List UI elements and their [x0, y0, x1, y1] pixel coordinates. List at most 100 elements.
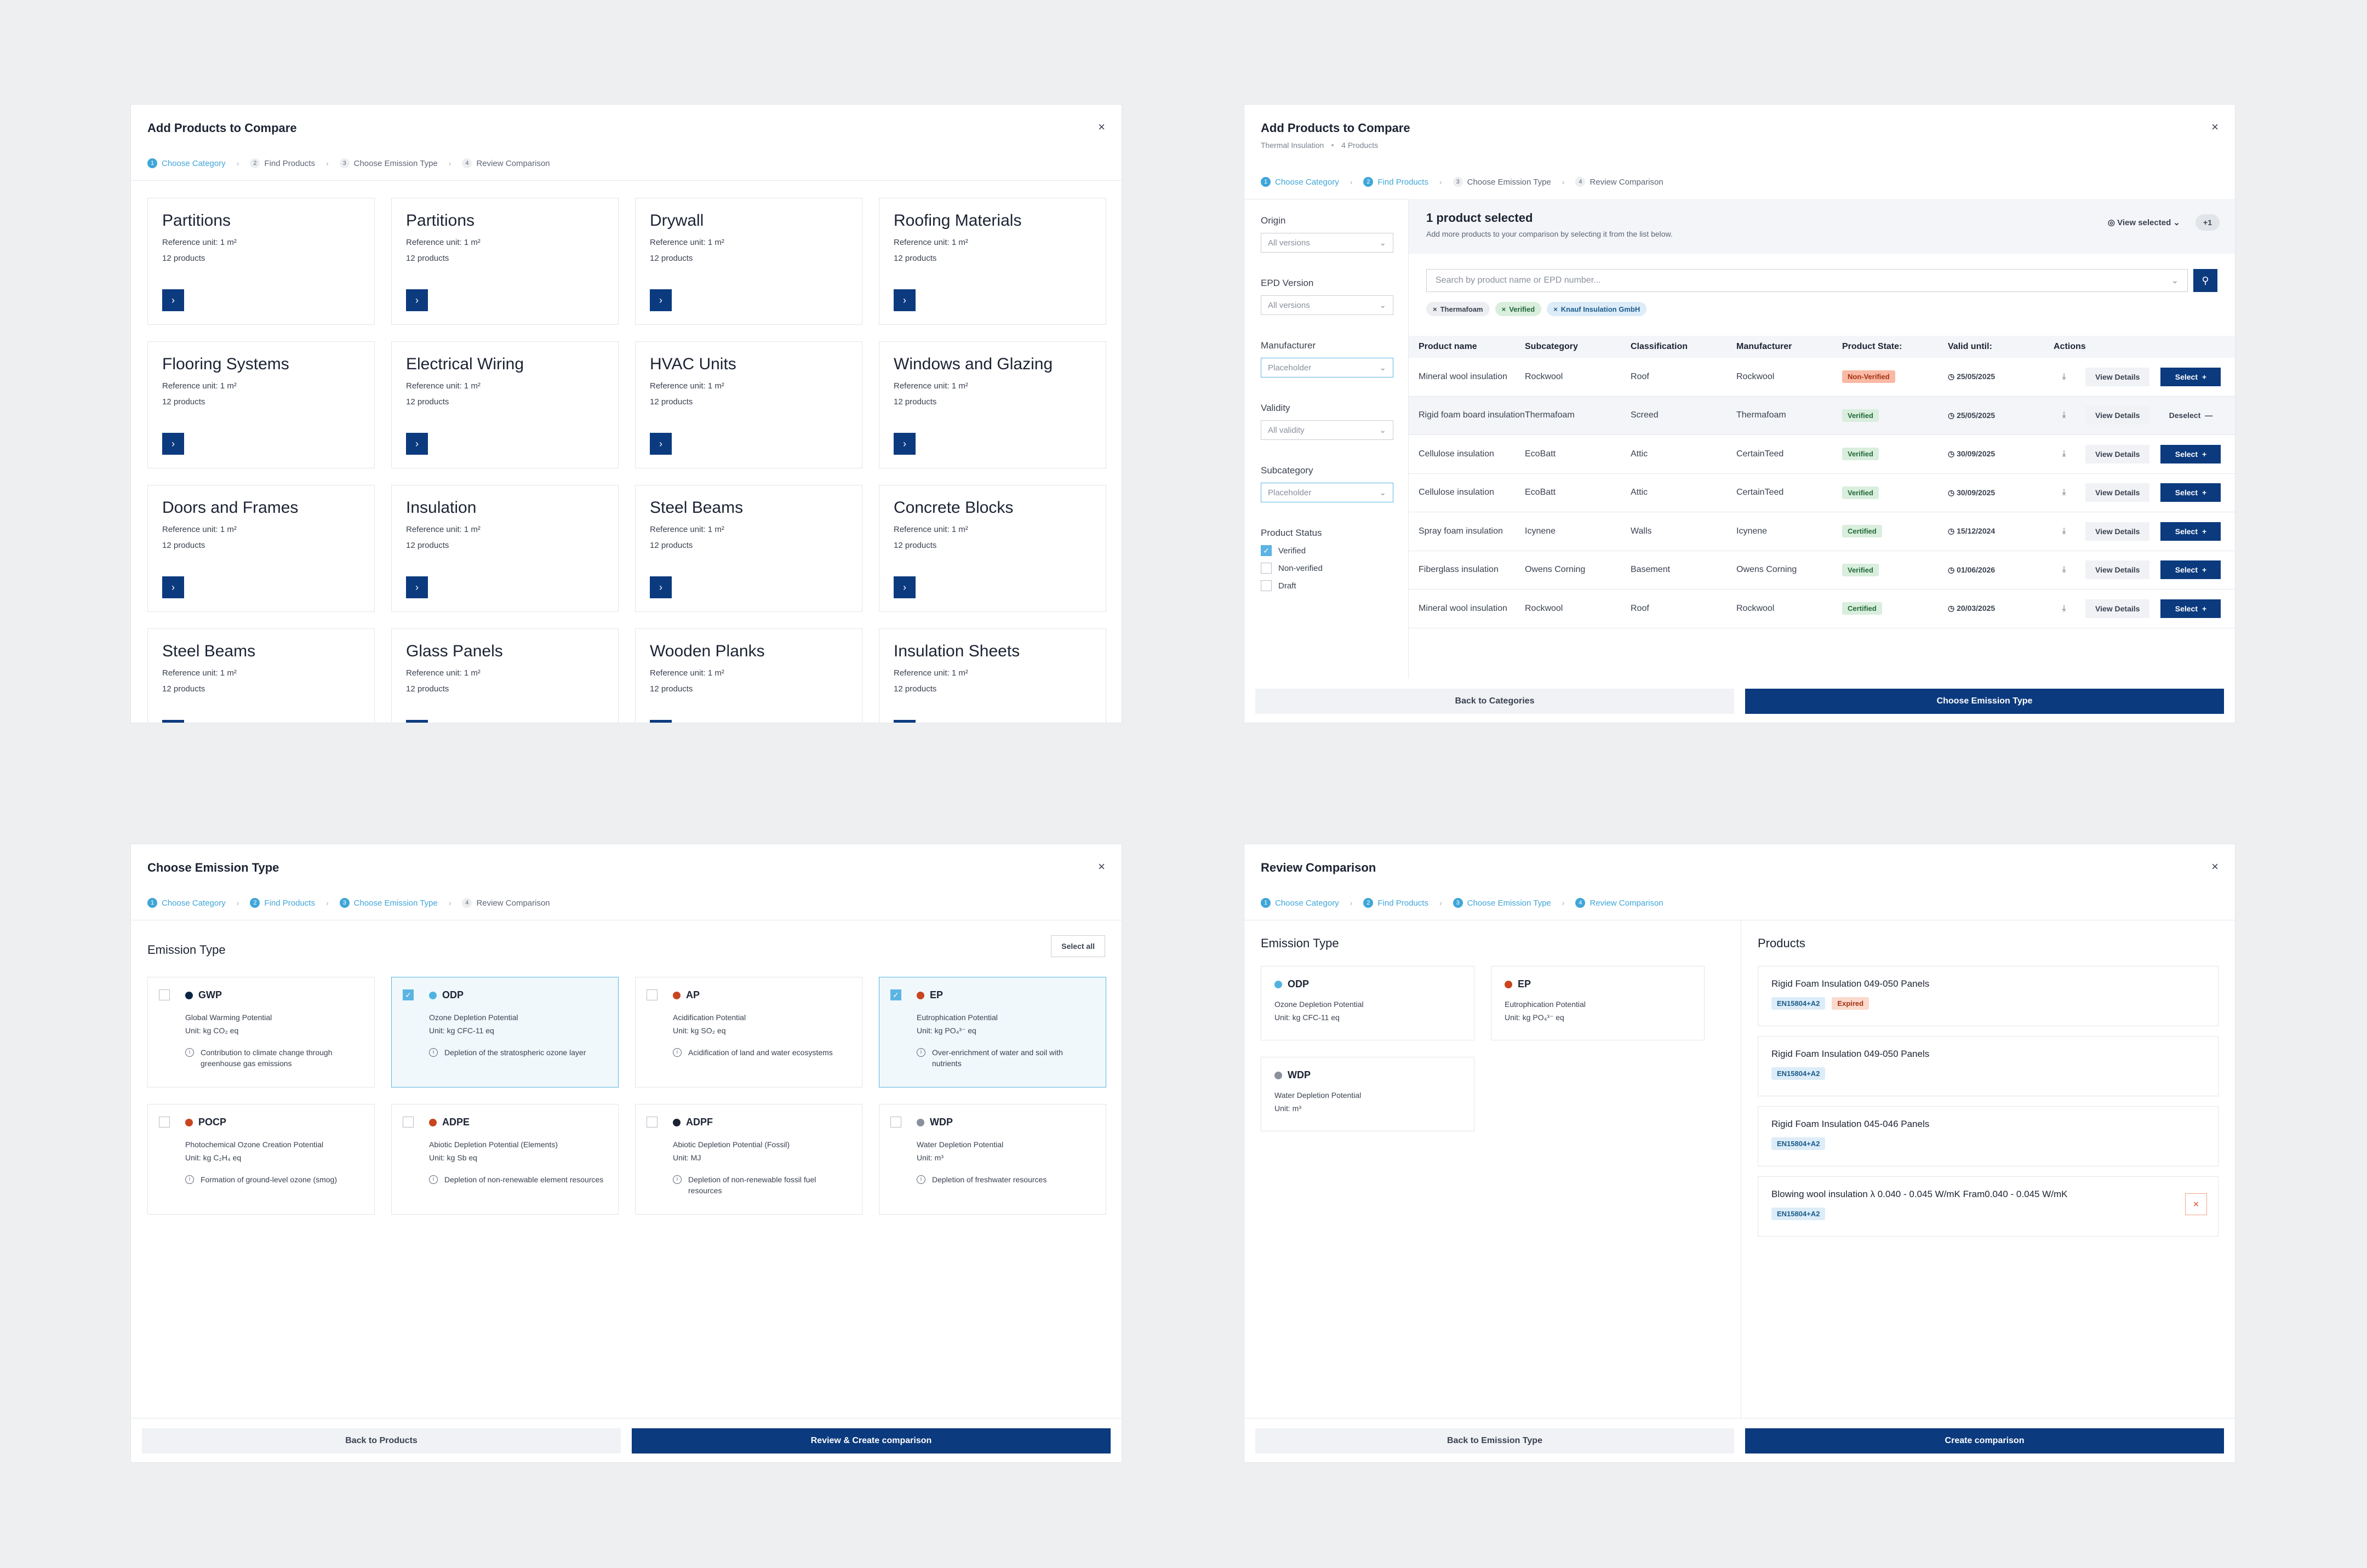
close-icon[interactable]: × — [2211, 860, 2219, 873]
step-choose-emission-type[interactable]: 3 Choose Emission Type — [339, 158, 438, 168]
status-draft-checkbox[interactable]: Draft — [1261, 580, 1392, 591]
step-choose-emission-type[interactable]: 3 Choose Emission Type — [339, 898, 438, 908]
step-find-products[interactable]: 2 Find Products — [250, 898, 315, 908]
select-button[interactable]: Select + — [2160, 560, 2221, 580]
download-icon[interactable]: ⤓ — [2062, 410, 2066, 420]
view-details-button[interactable]: View Details — [2085, 367, 2150, 386]
chevron-right-icon[interactable]: › — [406, 433, 428, 455]
category-card[interactable]: Insulation Sheets Reference unit: 1 m² 12 … — [879, 628, 1106, 723]
chevron-right-icon[interactable]: › — [406, 720, 428, 723]
step-choose-category[interactable]: 1 Choose Category — [147, 898, 226, 908]
category-card[interactable]: Steel Beams Reference unit: 1 m² 12 produc… — [635, 485, 862, 612]
emission-card[interactable]: AP Acidification Potential Unit: kg SO₂ eq… — [635, 977, 862, 1088]
step-review-comparison[interactable]: 4 Review Comparison — [1575, 177, 1663, 187]
view-details-button[interactable]: View Details — [2085, 483, 2150, 502]
category-card[interactable]: Flooring Systems Reference unit: 1 m² 12 p… — [147, 341, 375, 468]
filter-chip[interactable]: × Thermafoam — [1426, 302, 1490, 316]
back-to-emission-type-button[interactable]: Back to Emission Type — [1255, 1428, 1734, 1453]
validity-select[interactable]: All validity ⌄ — [1261, 420, 1393, 440]
chevron-right-icon[interactable]: › — [406, 576, 428, 598]
close-icon[interactable]: × — [1098, 860, 1105, 873]
step-choose-category[interactable]: 1 Choose Category — [1261, 898, 1339, 908]
chevron-right-icon[interactable]: › — [650, 576, 672, 598]
emission-checkbox[interactable] — [159, 989, 170, 1000]
emission-checkbox[interactable] — [890, 1117, 901, 1128]
search-button[interactable]: ⚲ — [2193, 269, 2217, 292]
filter-chip[interactable]: × Verified — [1495, 302, 1542, 316]
origin-select[interactable]: All versions ⌄ — [1261, 233, 1393, 253]
view-details-button[interactable]: View Details — [2085, 522, 2150, 541]
emission-checkbox[interactable]: ✓ — [890, 989, 901, 1000]
category-card[interactable]: Partitions Reference unit: 1 m² 12 product… — [391, 198, 619, 325]
select-button[interactable]: Select + — [2160, 367, 2221, 386]
category-card[interactable]: HVAC Units Reference unit: 1 m² 12 product… — [635, 341, 862, 468]
status-verified-checkbox[interactable]: ✓ Verified — [1261, 545, 1392, 556]
chevron-right-icon[interactable]: › — [162, 720, 184, 723]
view-details-button[interactable]: View Details — [2085, 444, 2150, 463]
view-selected-button[interactable]: ◎ View selected ⌄ — [2107, 218, 2180, 227]
emission-card[interactable]: GWP Global Warming Potential Unit: kg CO₂ … — [147, 977, 375, 1088]
step-find-products[interactable]: 2 Find Products — [1363, 898, 1428, 908]
category-card[interactable]: Drywall Reference unit: 1 m² 12 products › — [635, 198, 862, 325]
emission-card[interactable]: ADPF Abiotic Depletion Potential (Fossil)… — [635, 1104, 862, 1215]
chevron-right-icon[interactable]: › — [650, 720, 672, 723]
download-icon[interactable]: ⤓ — [2062, 565, 2066, 575]
emission-checkbox[interactable] — [159, 1117, 170, 1128]
chevron-right-icon[interactable]: › — [162, 433, 184, 455]
emission-card[interactable]: WDP Water Depletion Potential Unit: m³ i Dep… — [879, 1104, 1106, 1215]
step-choose-emission-type[interactable]: 3 Choose Emission Type — [1453, 898, 1551, 908]
choose-emission-type-button[interactable]: Choose Emission Type — [1745, 689, 2224, 714]
select-all-button[interactable]: Select all — [1051, 935, 1105, 957]
download-icon[interactable]: ⤓ — [2062, 449, 2066, 459]
select-button[interactable]: Select + — [2160, 522, 2221, 541]
close-icon[interactable]: × — [1098, 120, 1105, 134]
category-card[interactable]: Steel Beams Reference unit: 1 m² 12 produc… — [147, 628, 375, 723]
chevron-right-icon[interactable]: › — [894, 289, 916, 311]
step-review-comparison[interactable]: 4 Review Comparison — [1575, 898, 1663, 908]
step-choose-category[interactable]: 1 Choose Category — [147, 158, 226, 168]
filter-chip[interactable]: × Knauf Insulation GmbH — [1547, 302, 1647, 316]
view-details-button[interactable]: View Details — [2085, 560, 2150, 580]
chevron-right-icon[interactable]: › — [650, 289, 672, 311]
deselect-button[interactable]: Deselect — — [2160, 406, 2221, 425]
view-details-button[interactable]: View Details — [2085, 406, 2150, 425]
category-card[interactable]: Partitions Reference unit: 1 m² 12 product… — [147, 198, 375, 325]
step-review-comparison[interactable]: 4 Review Comparison — [462, 898, 550, 908]
category-card[interactable]: Wooden Planks Reference unit: 1 m² 12 prod… — [635, 628, 862, 723]
select-button[interactable]: Select + — [2160, 483, 2221, 502]
manufacturer-select[interactable]: Placeholder ⌄ — [1261, 358, 1393, 377]
back-to-categories-button[interactable]: Back to Categories — [1255, 689, 1734, 714]
category-card[interactable]: Doors and Frames Reference unit: 1 m² 12 p… — [147, 485, 375, 612]
step-choose-category[interactable]: 1 Choose Category — [1261, 177, 1339, 187]
select-button[interactable]: Select + — [2160, 444, 2221, 463]
emission-card[interactable]: ✓ ODP Ozone Depletion Potential Unit: kg CF… — [391, 977, 619, 1088]
create-comparison-button[interactable]: Create comparison — [1745, 1428, 2224, 1453]
step-review-comparison[interactable]: 4 Review Comparison — [462, 158, 550, 168]
emission-card[interactable]: ✓ EP Eutrophication Potential Unit: kg PO₄³… — [879, 977, 1106, 1088]
category-card[interactable]: Glass Panels Reference unit: 1 m² 12 produ… — [391, 628, 619, 723]
select-button[interactable]: Select + — [2160, 599, 2221, 618]
epd-version-select[interactable]: All versions ⌄ — [1261, 295, 1393, 315]
remove-product-button[interactable]: × — [2185, 1193, 2207, 1215]
subcategory-select[interactable]: Placeholder ⌄ — [1261, 483, 1393, 502]
emission-card[interactable]: ADPE Abiotic Depletion Potential (Element… — [391, 1104, 619, 1215]
chevron-right-icon[interactable]: › — [894, 720, 916, 723]
category-card[interactable]: Insulation Reference unit: 1 m² 12 product… — [391, 485, 619, 612]
download-icon[interactable]: ⤓ — [2062, 488, 2066, 497]
status-non-verified-checkbox[interactable]: Non-verified — [1261, 563, 1392, 574]
view-details-button[interactable]: View Details — [2085, 599, 2150, 618]
chevron-right-icon[interactable]: › — [650, 433, 672, 455]
chevron-right-icon[interactable]: › — [162, 289, 184, 311]
emission-checkbox[interactable]: ✓ — [403, 989, 414, 1000]
download-icon[interactable]: ⤓ — [2062, 371, 2066, 381]
category-card[interactable]: Windows and Glazing Reference unit: 1 m² 1… — [879, 341, 1106, 468]
review-create-button[interactable]: Review & Create comparison — [632, 1428, 1111, 1453]
category-card[interactable]: Roofing Materials Reference unit: 1 m² 12 … — [879, 198, 1106, 325]
download-icon[interactable]: ⤓ — [2062, 603, 2066, 613]
chevron-right-icon[interactable]: › — [162, 576, 184, 598]
back-to-products-button[interactable]: Back to Products — [142, 1428, 621, 1453]
chevron-right-icon[interactable]: › — [406, 289, 428, 311]
chevron-right-icon[interactable]: › — [894, 433, 916, 455]
emission-checkbox[interactable] — [647, 989, 658, 1000]
close-icon[interactable]: × — [2211, 120, 2219, 134]
